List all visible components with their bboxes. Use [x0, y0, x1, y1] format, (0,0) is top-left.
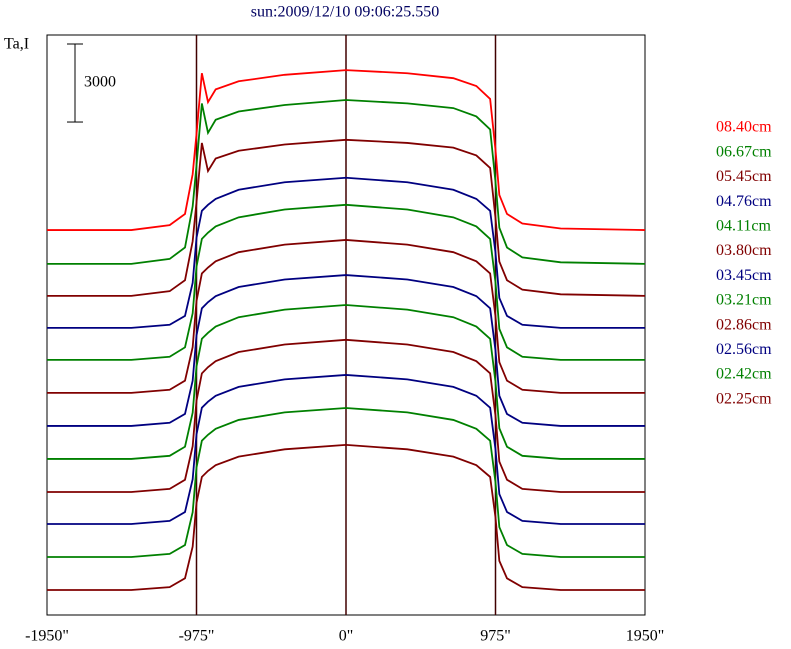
series-line	[47, 239, 645, 394]
legend-label: 02.42cm	[716, 366, 772, 383]
series-line	[47, 176, 645, 329]
series-line	[47, 304, 645, 460]
legend-label: 02.86cm	[716, 316, 772, 333]
series-line	[47, 407, 645, 558]
legend-label: 06.67cm	[716, 143, 772, 160]
legend-label: 04.76cm	[716, 193, 772, 210]
x-tick-label: 0"	[339, 628, 354, 645]
legend-label: 03.80cm	[716, 242, 772, 259]
series-line	[47, 274, 645, 427]
x-tick-label: 975"	[480, 628, 511, 645]
legend-label: 02.25cm	[716, 390, 772, 407]
x-tick-label: -975"	[179, 628, 215, 645]
series-line	[47, 99, 646, 265]
y-axis-label: Ta,I	[4, 36, 29, 53]
scale-bar-label: 3000	[84, 74, 116, 91]
legend-label: 03.45cm	[716, 267, 772, 284]
series-line	[47, 443, 645, 591]
series-line	[47, 203, 645, 361]
series-line	[47, 69, 646, 231]
legend-label: 04.11cm	[716, 217, 772, 234]
x-tick-label: -1950"	[25, 628, 69, 645]
chart-title: sun:2009/12/10 09:06:25.550	[251, 4, 439, 21]
series-line	[47, 138, 646, 297]
legend-label: 05.45cm	[716, 168, 772, 185]
x-tick-label: 1950"	[626, 628, 665, 645]
legend-label: 08.40cm	[716, 119, 772, 136]
legend-label: 03.21cm	[716, 292, 772, 309]
legend-label: 02.56cm	[716, 341, 772, 358]
series-line	[47, 374, 645, 525]
series-line	[47, 338, 645, 493]
